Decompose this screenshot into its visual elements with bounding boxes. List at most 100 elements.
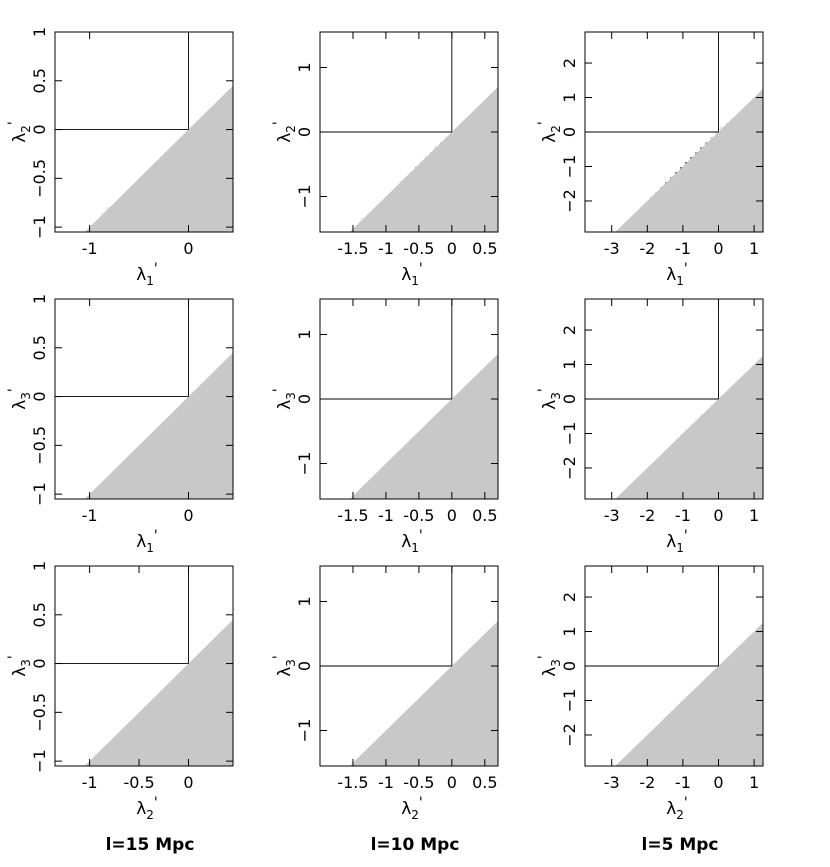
x-tick-label: -1.5 (337, 506, 368, 525)
panel-row2-col2: -1.5 -1 -0.5 0 0.5 −1 0 1 λ1' λ3' (271, 298, 499, 555)
excluded-region (349, 353, 498, 499)
x-axis-label: λ1' (666, 528, 688, 555)
x-axis-label: λ1' (136, 261, 158, 288)
x-tick-label: 0 (183, 506, 193, 525)
x-tick-label: -0.5 (403, 239, 434, 258)
x-tick-label: -1 (378, 506, 394, 525)
y-tick-label: −2 (560, 723, 579, 747)
x-tick-label: -2 (639, 506, 655, 525)
x-tick-label: -1 (378, 773, 394, 792)
y-tick-label: 2 (560, 592, 579, 602)
panels-layer: -1 0 −1 −0.5 0 0.5 1 λ1' λ2' -1.5 -1 -0.5 0 0.5 −1 0 1 λ1… (6, 27, 764, 822)
y-tick-label: 1 (30, 561, 49, 571)
y-axis-label: λ3' (6, 388, 33, 410)
plot-area (55, 32, 233, 232)
y-tick-label: 0 (30, 658, 49, 668)
y-tick-label: 1 (560, 359, 579, 369)
y-tick-label: −0.5 (30, 693, 49, 732)
x-tick-label: 0.5 (472, 773, 497, 792)
x-tick-label: 0 (713, 773, 723, 792)
y-axis-label: λ3' (536, 655, 563, 677)
x-tick-label: 0 (713, 239, 723, 258)
y-tick-label: 0 (560, 127, 579, 137)
x-tick-label: 0.5 (472, 239, 497, 258)
y-tick-label: −1 (30, 482, 49, 506)
column-title-2: l=10 Mpc (371, 835, 460, 855)
x-tick-label: -3 (604, 506, 620, 525)
y-axis-label: λ3' (536, 388, 563, 410)
excluded-region (84, 352, 233, 499)
x-tick-label: -1 (82, 506, 98, 525)
panel-row3-col2: -1.5 -1 -0.5 0 0.5 −1 0 1 λ2' λ3' (271, 565, 499, 822)
x-axis-label: λ1' (401, 261, 423, 288)
x-tick-label: -1 (82, 773, 98, 792)
y-tick-label: −2 (560, 456, 579, 480)
x-tick-label: 1 (749, 506, 759, 525)
y-tick-label: 0 (295, 661, 314, 671)
x-axis-label: λ2' (136, 795, 158, 822)
y-tick-label: 0 (30, 391, 49, 401)
y-tick-label: −1 (295, 452, 314, 476)
panel-row1-col2: -1.5 -1 -0.5 0 0.5 −1 0 1 λ1' λ2' (271, 31, 499, 288)
y-tick-label: −0.5 (30, 159, 49, 198)
x-tick-label: -1 (675, 506, 691, 525)
x-tick-label: -0.5 (123, 773, 154, 792)
excluded-region (84, 85, 233, 232)
panel-frame (54, 565, 234, 767)
x-tick-label: 0 (183, 773, 193, 792)
x-tick-label: -0.5 (403, 506, 434, 525)
x-axis-label: λ2' (401, 795, 423, 822)
x-tick-label: -3 (604, 773, 620, 792)
y-tick-label: 1 (30, 294, 49, 304)
y-tick-label: −2 (560, 189, 579, 213)
excluded-region (349, 620, 498, 766)
x-tick-label: -1 (82, 239, 98, 258)
y-tick-label: 0 (560, 394, 579, 404)
x-tick-label: 1 (749, 773, 759, 792)
panel-row1-col3: -3 -2 -1 0 1 −2 −1 0 1 2 λ1' λ2' (536, 31, 764, 288)
y-tick-label: −1 (560, 689, 579, 713)
x-tick-label: -0.5 (403, 773, 434, 792)
x-tick-label: -1.5 (337, 773, 368, 792)
plot-area (55, 566, 233, 766)
y-tick-label: −1 (295, 719, 314, 743)
plot-area (320, 299, 498, 499)
x-tick-label: 0 (713, 506, 723, 525)
y-axis-label: λ3' (271, 388, 298, 410)
y-tick-label: 1 (295, 596, 314, 606)
y-tick-label: −1 (295, 185, 314, 209)
y-tick-label: 2 (560, 325, 579, 335)
panel-frame (54, 31, 234, 233)
y-tick-label: −1 (560, 422, 579, 446)
column-title-3: l=5 Mpc (642, 835, 719, 855)
x-tick-label: -1 (378, 239, 394, 258)
y-tick-label: 0.5 (30, 602, 49, 627)
x-axis-label: λ1' (136, 528, 158, 555)
y-tick-label: 0.5 (30, 68, 49, 93)
panel-row1-col1: -1 0 −1 −0.5 0 0.5 1 λ1' λ2' (6, 27, 234, 288)
x-tick-label: -1 (675, 773, 691, 792)
x-tick-label: 0.5 (472, 506, 497, 525)
plot-area (585, 32, 763, 232)
y-tick-label: 2 (560, 58, 579, 68)
y-tick-label: −1 (30, 749, 49, 773)
y-axis-label: λ2' (536, 121, 563, 143)
plot-area (320, 32, 498, 232)
plot-area (585, 566, 763, 766)
y-tick-label: −0.5 (30, 426, 49, 465)
panel-row2-col3: -3 -2 -1 0 1 −2 −1 0 1 2 λ1' λ3' (536, 298, 764, 555)
plot-area (320, 566, 498, 766)
plot-area (585, 299, 763, 499)
x-tick-label: 1 (749, 239, 759, 258)
x-tick-label: 0 (183, 239, 193, 258)
y-tick-label: 1 (295, 62, 314, 72)
x-tick-label: -2 (639, 773, 655, 792)
y-tick-label: −1 (30, 215, 49, 239)
panel-frame (54, 298, 234, 500)
excluded-region (349, 86, 498, 232)
y-tick-label: 0 (560, 661, 579, 671)
x-tick-label: -3 (604, 239, 620, 258)
x-axis-label: λ2' (666, 795, 688, 822)
x-axis-label: λ1' (666, 261, 688, 288)
panel-row2-col1: -1 0 −1 −0.5 0 0.5 1 λ1' λ3' (6, 294, 234, 555)
